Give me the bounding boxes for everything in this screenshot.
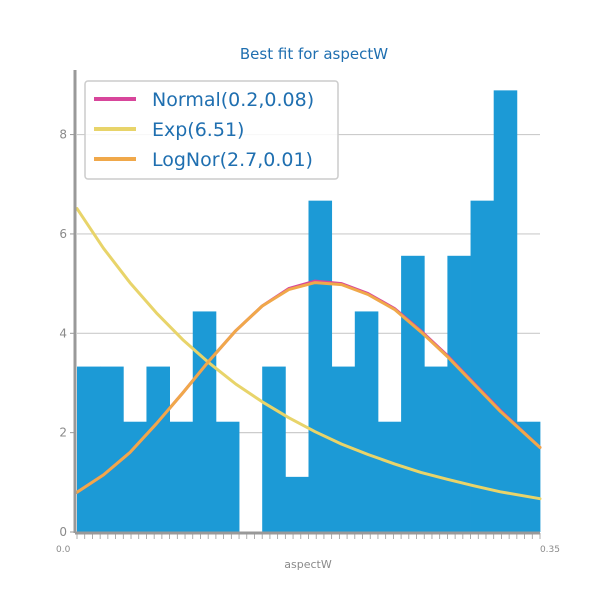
y-tick-label: 6	[59, 227, 67, 241]
chart-title: Best fit for aspectW	[240, 45, 388, 63]
x-tick-label: 0.0	[56, 545, 71, 555]
y-tick-label: 4	[59, 326, 67, 340]
histogram-bar	[77, 366, 101, 532]
y-tick-label: 0	[59, 525, 67, 539]
legend-label: Normal(0.2,0.08)	[152, 89, 314, 111]
histogram-bar	[308, 200, 333, 532]
x-tick-label: 0.35	[540, 545, 560, 555]
histogram-bar	[493, 90, 518, 533]
legend-label: Exp(6.51)	[152, 119, 244, 141]
legend-box	[84, 80, 339, 180]
histogram-bar	[354, 311, 379, 532]
histogram-bar	[424, 366, 448, 532]
histogram-bar	[123, 421, 147, 532]
histogram-bar	[100, 366, 124, 532]
histogram-bars	[77, 90, 541, 533]
series-line-2	[75, 207, 542, 501]
series-line-3	[75, 281, 542, 494]
y-tick-label: 8	[59, 128, 67, 142]
histogram-bar	[146, 366, 170, 532]
histogram-bar	[192, 311, 217, 532]
histogram-bar	[331, 366, 356, 532]
histogram-bar	[169, 421, 194, 532]
y-ticks: 0 2 4 6 8	[59, 128, 75, 539]
histogram-bar	[401, 255, 425, 532]
histogram-bar	[470, 200, 495, 532]
y-tick-label: 2	[59, 426, 67, 440]
histogram-bar	[516, 421, 541, 532]
histogram-bar	[447, 255, 471, 532]
histogram-bar	[377, 421, 402, 532]
fit-curves	[75, 207, 542, 501]
x-axis-label: aspectW	[284, 558, 332, 571]
legend: Normal(0.2,0.08) Exp(6.51) LogNor(2.7,0.01…	[84, 80, 339, 180]
histogram-bar	[285, 476, 309, 532]
histogram-bar	[262, 366, 286, 532]
histogram-bar	[215, 421, 240, 532]
legend-label: LogNor(2.7,0.01)	[152, 149, 313, 171]
x-ticks: 0.0 0.35	[56, 533, 560, 555]
